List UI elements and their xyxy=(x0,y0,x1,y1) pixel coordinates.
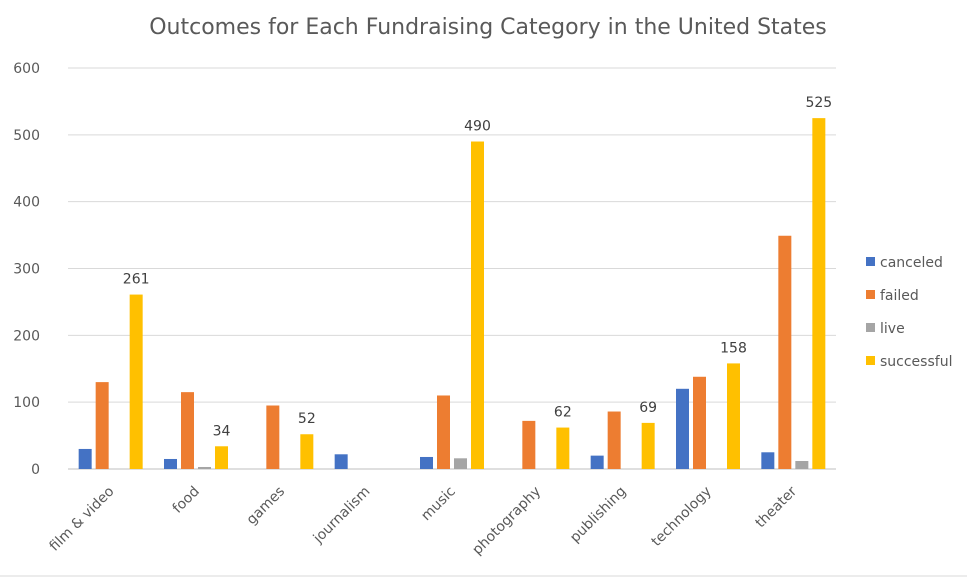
x-tick-label: photography xyxy=(469,484,544,559)
data-label: 62 xyxy=(554,405,572,421)
bar-canceled xyxy=(164,458,177,469)
bar-canceled xyxy=(676,388,689,469)
bar-failed xyxy=(95,382,109,469)
x-axis: film & video food games journalism music phot… xyxy=(46,483,800,558)
bar-canceled xyxy=(590,455,604,469)
legend: canceled failed live successful xyxy=(866,255,952,370)
legend-swatch xyxy=(866,257,875,266)
legend-label: live xyxy=(880,321,905,337)
legend-swatch xyxy=(866,323,875,332)
x-tick-label: theater xyxy=(752,483,800,531)
data-label: 158 xyxy=(720,340,747,356)
bar-failed xyxy=(607,411,621,469)
x-tick-label: food xyxy=(170,484,203,517)
bar-successful xyxy=(129,294,143,469)
y-tick-label: 300 xyxy=(13,262,40,278)
gridlines xyxy=(68,67,836,470)
x-tick-label: film & video xyxy=(46,484,117,555)
bars xyxy=(78,118,826,469)
legend-label: canceled xyxy=(880,255,943,271)
x-tick-label: technology xyxy=(649,484,715,550)
legend-label: failed xyxy=(880,288,919,304)
data-label: 52 xyxy=(298,411,316,427)
data-label: 261 xyxy=(123,272,150,288)
legend-swatch xyxy=(866,290,875,299)
y-tick-label: 200 xyxy=(13,328,40,344)
chart-title: Outcomes for Each Fundraising Category i… xyxy=(149,15,827,40)
bar-successful xyxy=(812,118,826,469)
y-tick-label: 0 xyxy=(31,462,40,478)
bar-failed xyxy=(693,376,706,469)
x-tick-label: publishing xyxy=(567,484,629,546)
bar-successful xyxy=(727,363,740,469)
bar-successful xyxy=(556,427,570,469)
bar-successful xyxy=(215,446,228,469)
legend-swatch xyxy=(866,356,875,365)
bar-successful xyxy=(300,434,314,469)
bar-successful xyxy=(471,141,484,469)
data-label: 34 xyxy=(213,423,231,439)
x-tick-label: games xyxy=(244,484,289,529)
bar-live xyxy=(198,466,211,469)
y-axis: 0 100 200 300 400 500 600 xyxy=(13,61,40,478)
bar-canceled xyxy=(761,452,775,469)
x-tick-label: music xyxy=(418,484,459,525)
bar-live xyxy=(795,460,809,469)
y-tick-label: 500 xyxy=(13,128,40,144)
x-tick-label: journalism xyxy=(310,484,374,548)
bar-failed xyxy=(778,235,792,469)
bar-failed xyxy=(266,405,280,469)
bar-failed xyxy=(437,395,450,469)
bar-canceled xyxy=(78,448,92,469)
y-tick-label: 100 xyxy=(13,395,40,411)
data-labels: 261 34 52 490 62 69 158 525 xyxy=(123,95,832,439)
data-label: 525 xyxy=(805,95,832,111)
bar-successful xyxy=(641,422,655,469)
bar-canceled xyxy=(334,454,348,469)
bar-live xyxy=(454,458,467,469)
bar-failed xyxy=(522,420,536,469)
legend-label: successful xyxy=(880,354,952,370)
y-tick-label: 400 xyxy=(13,195,40,211)
data-label: 490 xyxy=(464,119,491,135)
data-label: 69 xyxy=(639,400,657,416)
y-tick-label: 600 xyxy=(13,61,40,77)
bar-canceled xyxy=(420,456,433,469)
bar-failed xyxy=(181,392,194,469)
